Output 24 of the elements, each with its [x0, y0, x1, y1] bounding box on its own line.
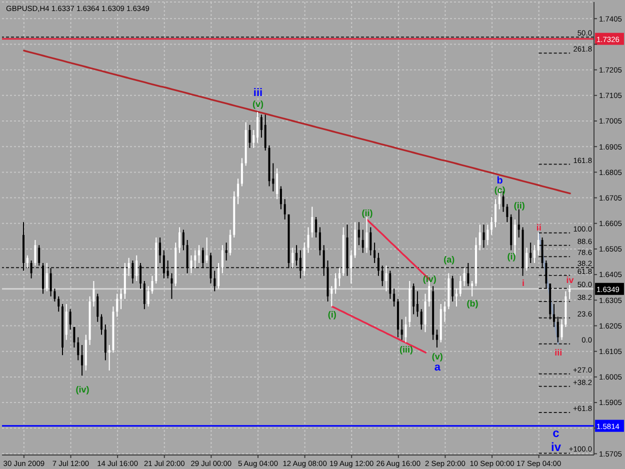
annotation: iv	[566, 275, 574, 286]
annotation: iii	[253, 87, 263, 100]
annotation: c	[552, 426, 560, 440]
annotation: iv	[550, 440, 562, 454]
candlestick	[108, 344, 110, 371]
line-series	[538, 232, 560, 345]
annotation: i	[522, 278, 524, 288]
annotation: (a)	[444, 254, 455, 264]
annotation: (v)	[432, 352, 443, 362]
annotation: (iii)	[399, 344, 413, 354]
annotation: (v)	[252, 99, 264, 110]
annotation: iii	[554, 347, 562, 358]
annotation: (iv)	[76, 384, 90, 395]
annotation: (iv)	[422, 274, 436, 284]
annotation: (b)	[466, 298, 478, 308]
annotation: (ii)	[514, 200, 525, 210]
annotation: (c)	[494, 184, 506, 195]
annotation: (ii)	[362, 208, 373, 218]
annotation: a	[434, 362, 442, 374]
annotation: (i)	[507, 251, 516, 262]
line-series	[23, 50, 571, 194]
annotation: (i)	[328, 310, 336, 320]
annotation: ii	[536, 222, 542, 232]
annotation: b	[496, 175, 503, 186]
